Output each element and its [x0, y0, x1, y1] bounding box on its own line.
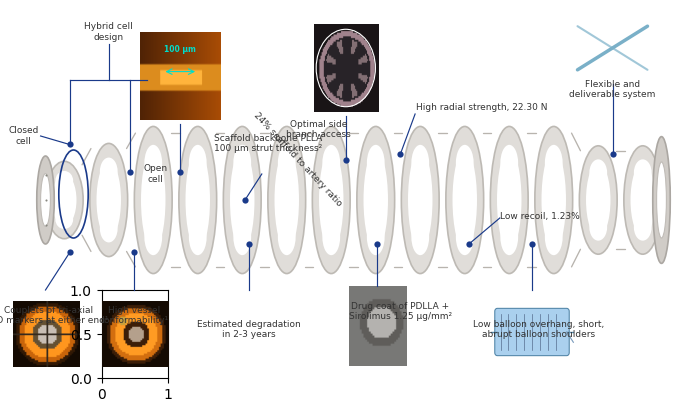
- Ellipse shape: [624, 146, 662, 254]
- Ellipse shape: [367, 145, 384, 182]
- Ellipse shape: [100, 214, 118, 242]
- Ellipse shape: [55, 210, 74, 229]
- Ellipse shape: [100, 158, 118, 186]
- Ellipse shape: [446, 126, 484, 274]
- Ellipse shape: [456, 145, 474, 182]
- Text: Couplets of tri-axial
RO markers at either end¹: Couplets of tri-axial RO markers at eith…: [0, 306, 108, 326]
- Ellipse shape: [144, 218, 162, 255]
- Ellipse shape: [230, 150, 255, 250]
- Ellipse shape: [452, 150, 477, 250]
- Text: Hybrid cell
design: Hybrid cell design: [84, 22, 133, 42]
- Ellipse shape: [500, 218, 518, 255]
- Ellipse shape: [490, 126, 528, 274]
- Text: High vessel
conformability¹: High vessel conformability¹: [100, 306, 169, 326]
- Ellipse shape: [652, 137, 671, 263]
- Ellipse shape: [223, 126, 261, 274]
- Ellipse shape: [542, 150, 566, 250]
- Ellipse shape: [586, 163, 610, 237]
- Ellipse shape: [189, 145, 206, 182]
- Ellipse shape: [589, 214, 607, 241]
- Ellipse shape: [233, 145, 251, 182]
- Ellipse shape: [134, 126, 172, 274]
- Ellipse shape: [189, 218, 206, 255]
- Ellipse shape: [456, 218, 474, 255]
- Ellipse shape: [141, 150, 165, 250]
- Ellipse shape: [545, 145, 563, 182]
- Ellipse shape: [41, 174, 50, 226]
- Ellipse shape: [412, 145, 429, 182]
- Ellipse shape: [589, 159, 607, 186]
- Ellipse shape: [634, 214, 652, 241]
- Ellipse shape: [580, 146, 617, 254]
- Ellipse shape: [274, 150, 299, 250]
- Ellipse shape: [278, 218, 295, 255]
- Text: Drug coat of PDLLA +
Sirolimus 1.25 µg/mm²: Drug coat of PDLLA + Sirolimus 1.25 µg/m…: [349, 302, 452, 322]
- Ellipse shape: [545, 218, 563, 255]
- Ellipse shape: [657, 162, 666, 238]
- Text: Scaffold backbone PLLA
100 µm strut thickness²: Scaffold backbone PLLA 100 µm strut thic…: [214, 134, 322, 153]
- Text: Low balloon overhang, short,
abrupt balloon shoulders: Low balloon overhang, short, abrupt ball…: [473, 320, 605, 339]
- Ellipse shape: [631, 163, 655, 237]
- Ellipse shape: [55, 171, 74, 190]
- Text: Flexible and
deliverable system: Flexible and deliverable system: [569, 80, 656, 99]
- Text: Optimal side
branch access: Optimal side branch access: [286, 120, 351, 139]
- Ellipse shape: [233, 218, 251, 255]
- Ellipse shape: [319, 150, 344, 250]
- Ellipse shape: [408, 150, 433, 250]
- Ellipse shape: [363, 150, 388, 250]
- Ellipse shape: [278, 145, 295, 182]
- Text: Open
cell: Open cell: [144, 164, 167, 184]
- Ellipse shape: [401, 126, 439, 274]
- Ellipse shape: [312, 126, 350, 274]
- Ellipse shape: [367, 218, 384, 255]
- Ellipse shape: [178, 126, 217, 274]
- Text: 24% scaffold to artery ratio: 24% scaffold to artery ratio: [252, 111, 344, 209]
- Ellipse shape: [186, 150, 210, 250]
- Text: Closed
cell: Closed cell: [8, 126, 38, 146]
- Ellipse shape: [268, 126, 306, 274]
- Ellipse shape: [144, 145, 162, 182]
- Text: Estimated degradation
in 2-3 years: Estimated degradation in 2-3 years: [197, 320, 300, 339]
- Ellipse shape: [497, 150, 522, 250]
- Ellipse shape: [500, 145, 518, 182]
- Ellipse shape: [36, 156, 55, 244]
- Ellipse shape: [634, 159, 652, 186]
- Ellipse shape: [90, 144, 127, 256]
- Ellipse shape: [357, 126, 395, 274]
- Ellipse shape: [46, 161, 83, 239]
- Ellipse shape: [322, 218, 340, 255]
- Ellipse shape: [535, 126, 573, 274]
- Ellipse shape: [97, 162, 121, 238]
- Text: High radial strength, 22.30 N: High radial strength, 22.30 N: [416, 104, 548, 112]
- Ellipse shape: [322, 145, 340, 182]
- Text: Low recoil, 1.23%: Low recoil, 1.23%: [500, 212, 580, 220]
- Ellipse shape: [52, 174, 76, 226]
- Ellipse shape: [412, 218, 429, 255]
